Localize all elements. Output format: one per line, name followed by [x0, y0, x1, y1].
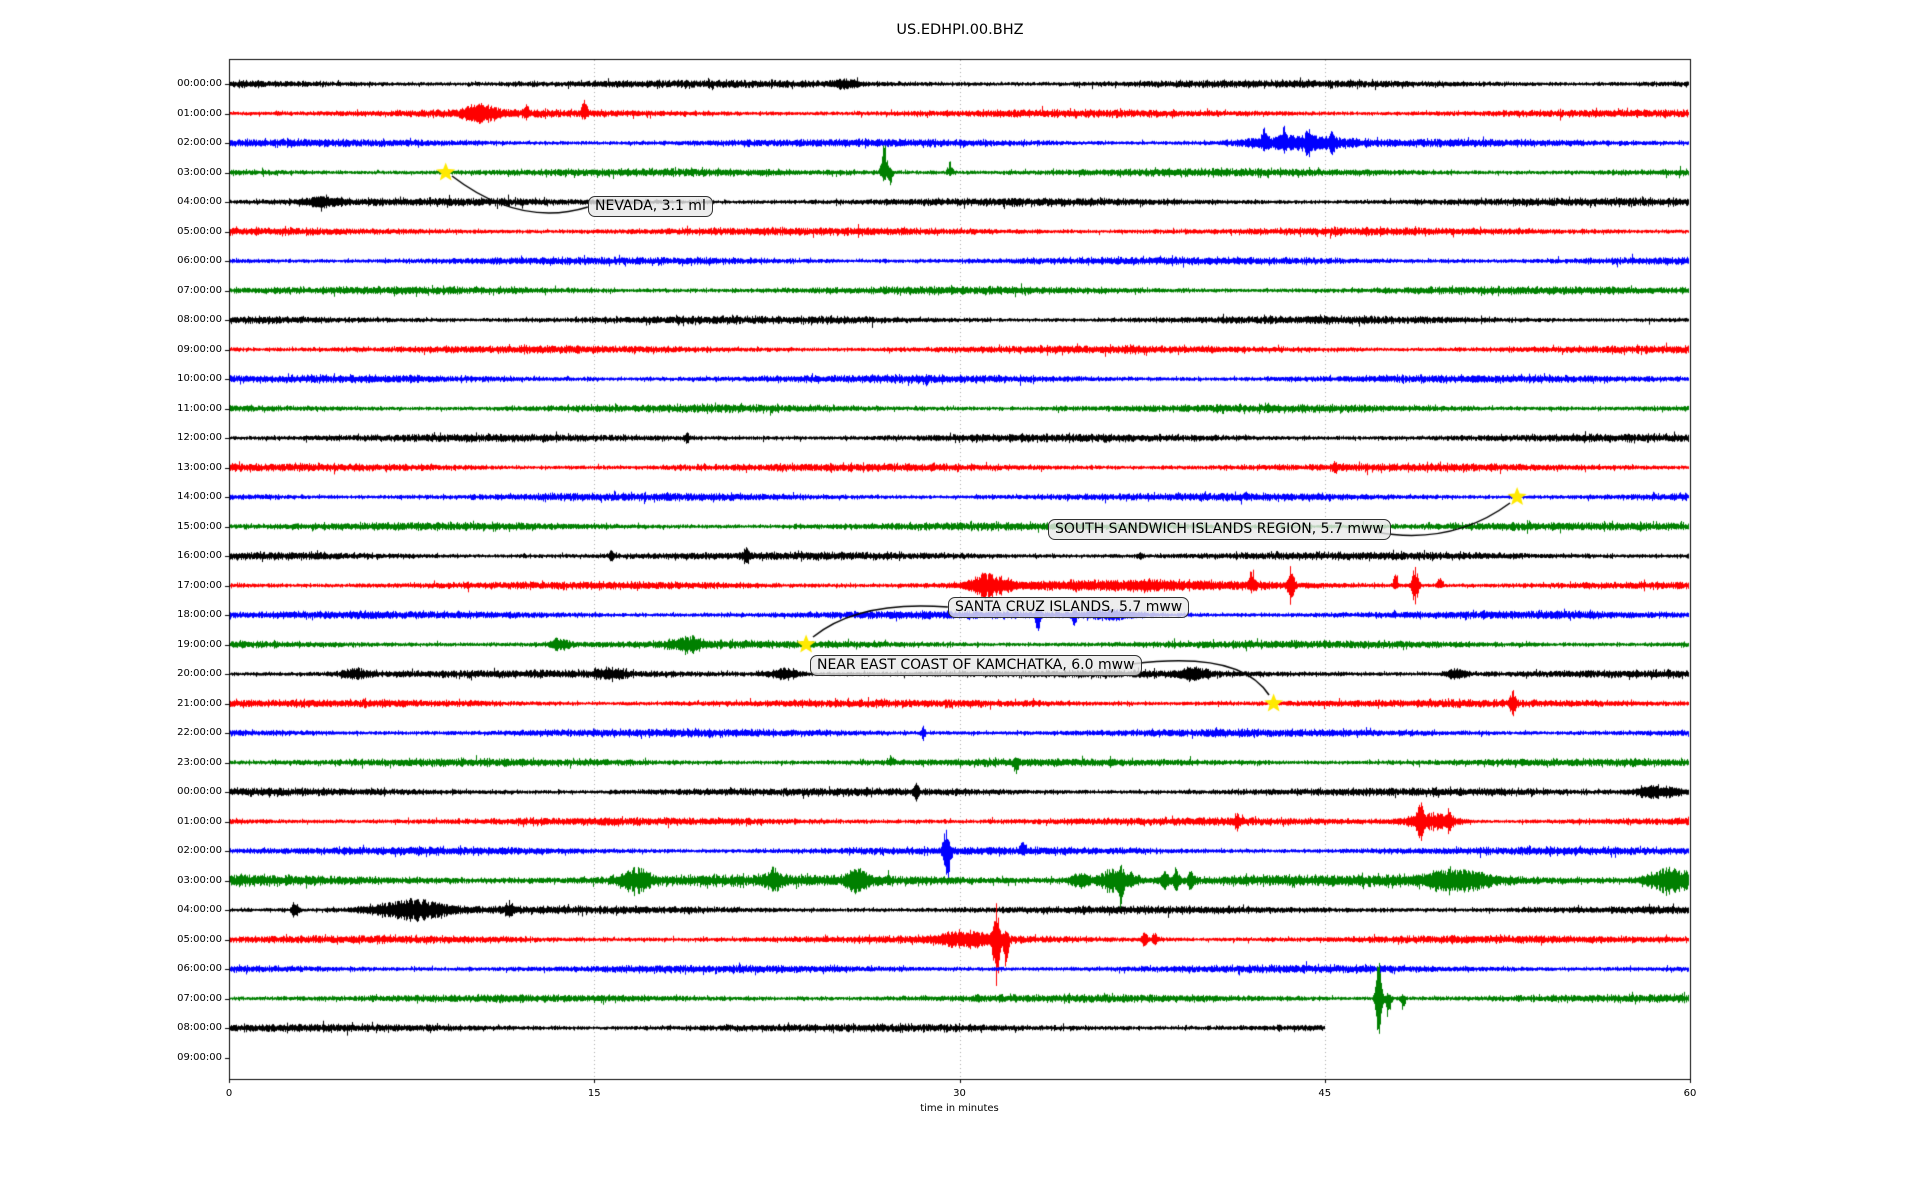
y-tick-label: 01:00:00 [177, 815, 222, 827]
y-tick-label: 06:00:00 [177, 963, 222, 974]
y-tick-label: 13:00:00 [177, 461, 222, 473]
y-tick-label: 23:00:00 [177, 756, 222, 768]
y-tick-label: 21:00:00 [177, 697, 222, 709]
y-tick-label: 22:00:00 [177, 727, 222, 738]
y-tick-label: 04:00:00 [177, 196, 222, 207]
y-tick-label: 08:00:00 [177, 1022, 222, 1033]
event-label: NEAR EAST COAST OF KAMCHATKA, 6.0 mww [810, 655, 1142, 676]
x-tick-label: 15 [587, 1088, 601, 1099]
x-tick-label: 0 [225, 1088, 233, 1099]
y-tick-label: 07:00:00 [177, 992, 222, 1004]
y-tick-label: 10:00:00 [177, 373, 222, 384]
y-tick-label: 02:00:00 [177, 137, 222, 148]
x-tick-label: 30 [953, 1088, 966, 1099]
y-tick-label: 17:00:00 [177, 579, 222, 591]
y-tick-label: 20:00:00 [177, 668, 222, 679]
y-tick-label: 09:00:00 [177, 343, 222, 355]
y-tick-label: 02:00:00 [177, 845, 222, 856]
y-tick-label: 08:00:00 [177, 314, 222, 325]
y-tick-label: 01:00:00 [177, 107, 222, 119]
x-tick-label: 45 [1318, 1088, 1332, 1099]
y-tick-label: 00:00:00 [177, 786, 222, 797]
y-tick-label: 03:00:00 [177, 166, 222, 178]
plot-title: US.EDHPI.00.BHZ [896, 22, 1024, 38]
y-tick-label: 05:00:00 [177, 933, 222, 945]
y-tick-label: 19:00:00 [177, 638, 222, 650]
y-tick-label: 03:00:00 [177, 874, 222, 886]
y-tick-label: 18:00:00 [177, 609, 222, 620]
event-label: NEVADA, 3.1 ml [588, 196, 713, 217]
event-label: SOUTH SANDWICH ISLANDS REGION, 5.7 mww [1048, 519, 1391, 540]
y-tick-label: 12:00:00 [177, 432, 222, 443]
y-tick-label: 06:00:00 [177, 255, 222, 266]
y-tick-label: 09:00:00 [177, 1051, 222, 1063]
x-axis-title: time in minutes [920, 1103, 999, 1114]
event-label: SANTA CRUZ ISLANDS, 5.7 mww [948, 597, 1190, 618]
y-tick-label: 07:00:00 [177, 284, 222, 296]
y-tick-label: 16:00:00 [177, 550, 222, 561]
x-tick-label: 60 [1683, 1088, 1697, 1099]
y-tick-label: 14:00:00 [177, 491, 222, 502]
y-tick-label: 04:00:00 [177, 904, 222, 915]
y-tick-label: 00:00:00 [177, 78, 222, 89]
y-tick-label: 15:00:00 [177, 520, 222, 532]
y-tick-label: 05:00:00 [177, 225, 222, 237]
y-tick-label: 11:00:00 [177, 402, 222, 414]
